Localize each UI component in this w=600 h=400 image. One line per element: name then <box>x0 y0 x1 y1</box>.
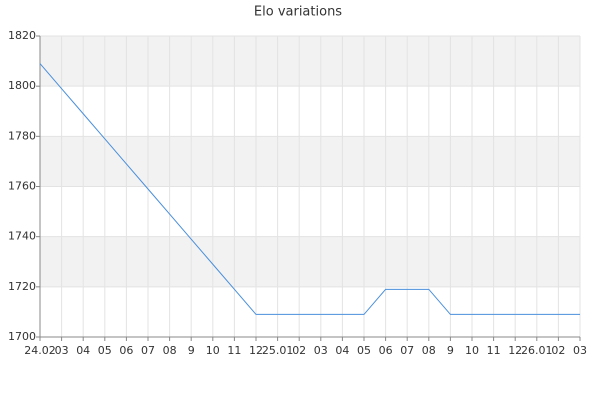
x-tick-label: 9 <box>447 344 454 357</box>
y-tick-label: 1780 <box>8 129 36 142</box>
band <box>40 36 580 87</box>
y-tick-label: 1720 <box>8 280 36 293</box>
x-tick-label: 26.01 <box>521 344 553 357</box>
x-tick-label: 03 <box>55 344 69 357</box>
x-tick-label: 03 <box>314 344 328 357</box>
x-tick-label: 07 <box>400 344 414 357</box>
x-tick-label: 02 <box>551 344 565 357</box>
x-tick-label: 06 <box>379 344 393 357</box>
x-tick-label: 08 <box>163 344 177 357</box>
x-tick-label: 10 <box>465 344 479 357</box>
y-tick-label: 1800 <box>8 79 36 92</box>
y-tick-label: 1760 <box>8 180 36 193</box>
band <box>40 136 580 187</box>
y-tick-label: 1700 <box>8 330 36 343</box>
x-tick-label: 25.01 <box>262 344 294 357</box>
x-tick-label: 07 <box>141 344 155 357</box>
x-tick-label: 05 <box>357 344 371 357</box>
x-tick-label: 04 <box>76 344 90 357</box>
chart-title: Elo variations <box>254 5 342 20</box>
x-tick-label: 11 <box>227 344 241 357</box>
x-tick-label: 24.02 <box>24 344 56 357</box>
x-tick-label: 02 <box>292 344 306 357</box>
x-tick-label: 06 <box>119 344 133 357</box>
x-tick-label: 11 <box>487 344 501 357</box>
line <box>39 63 580 315</box>
x-tick-label: 12 <box>508 344 522 357</box>
y-tick-label: 1740 <box>8 230 36 243</box>
x-tick-label: 10 <box>206 344 220 357</box>
x-tick-label: 04 <box>335 344 349 357</box>
x-tick-label: 08 <box>422 344 436 357</box>
x-tick-label: 05 <box>98 344 112 357</box>
y-tick-label: 1820 <box>8 29 36 42</box>
x-tick-label: 12 <box>249 344 263 357</box>
band <box>40 236 580 287</box>
x-tick-label: 9 <box>188 344 195 357</box>
x-tick-label: 03 <box>573 344 587 357</box>
